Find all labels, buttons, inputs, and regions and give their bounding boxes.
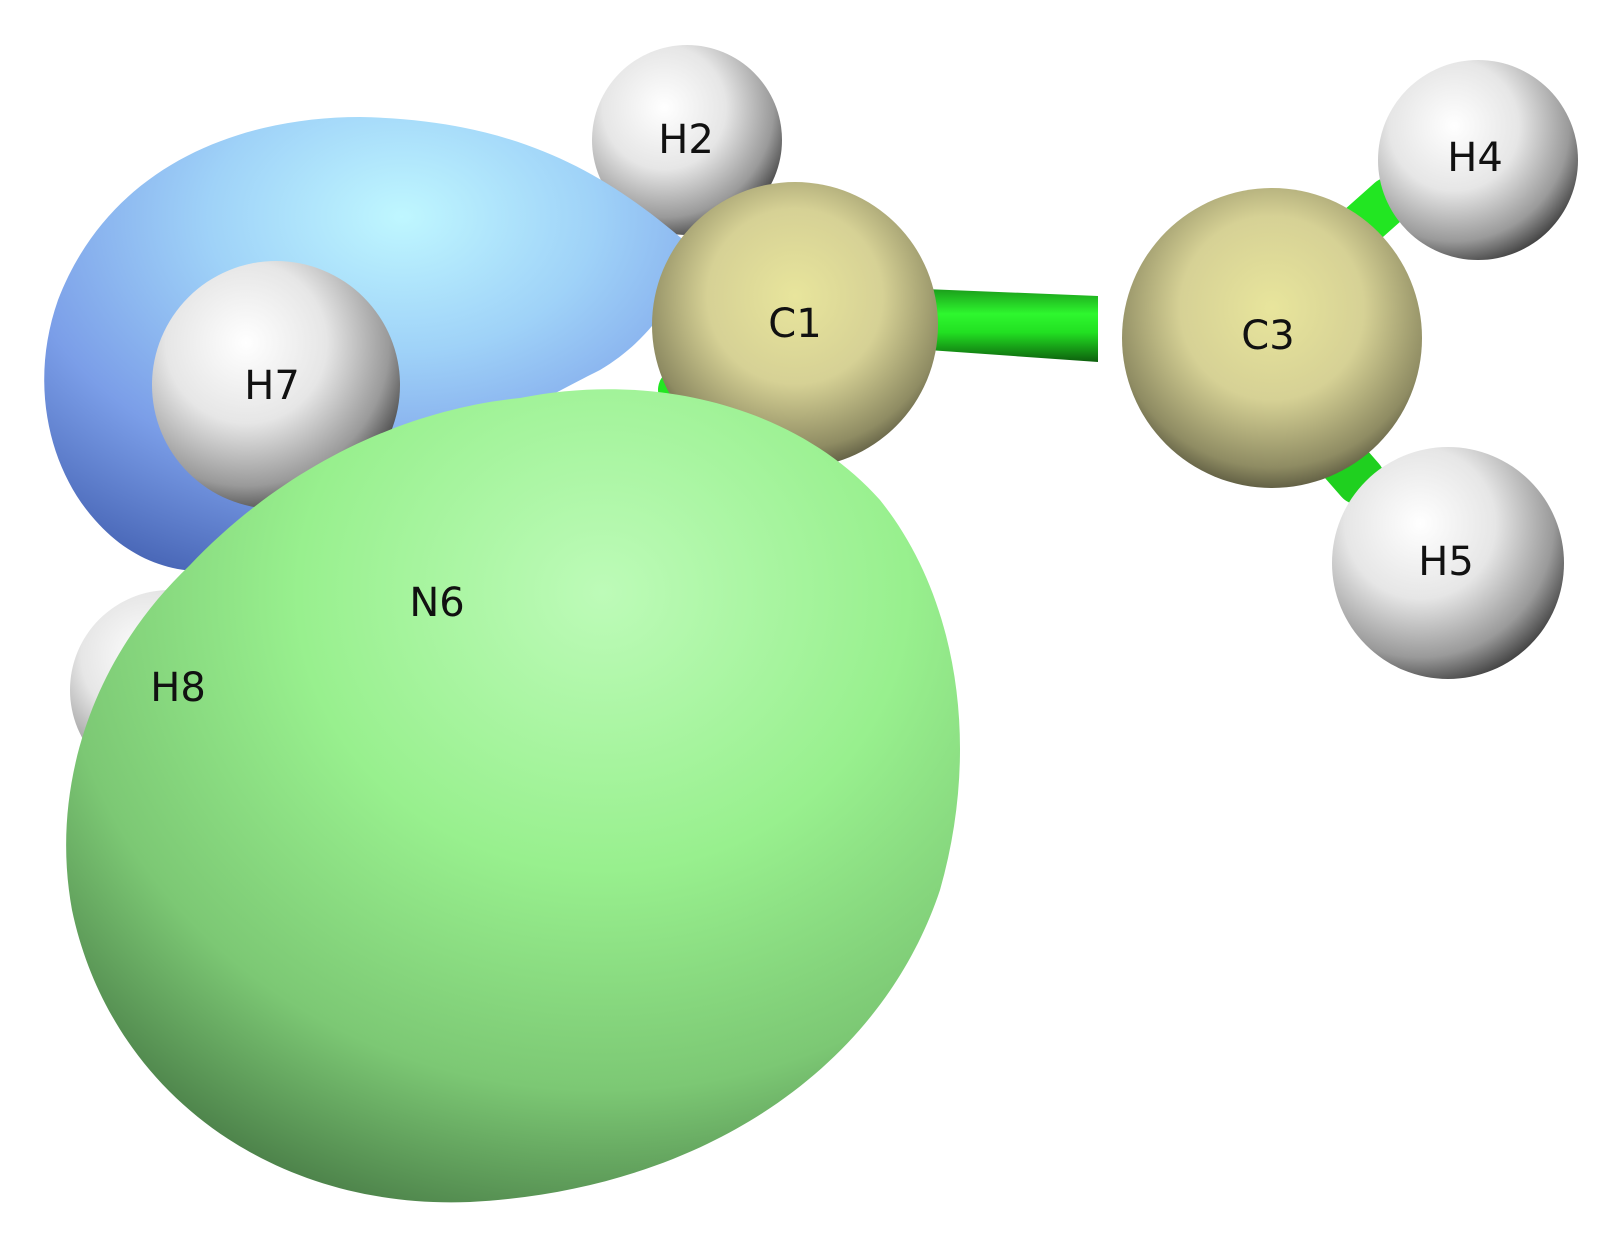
label-c3: C3 <box>1241 313 1294 359</box>
label-h2: H2 <box>658 117 714 163</box>
label-h5: H5 <box>1418 539 1474 585</box>
label-c1: C1 <box>768 301 821 347</box>
label-n6: N6 <box>409 580 464 626</box>
label-h4: H4 <box>1447 135 1503 181</box>
label-h8: H8 <box>150 665 206 711</box>
label-h7: H7 <box>244 363 300 409</box>
